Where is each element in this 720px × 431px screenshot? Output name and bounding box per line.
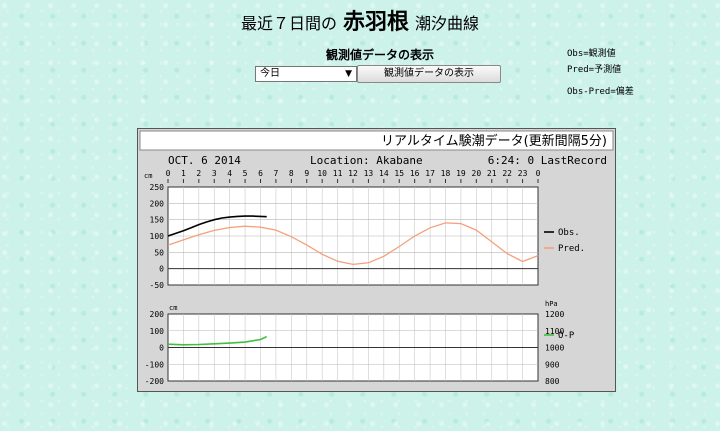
x-tick-label: 10 <box>317 169 327 178</box>
bottom-y-tick-label: 0 <box>159 344 164 353</box>
top-y-tick-label: 0 <box>159 265 164 274</box>
bottom-y-tick-label-right: 1200 <box>545 310 564 319</box>
legend-label: Obs. <box>558 228 580 238</box>
show-data-button[interactable]: 観測値データの表示 <box>357 65 501 83</box>
bottom-ylabel: cm <box>169 304 177 312</box>
x-tick-label: 5 <box>243 169 248 178</box>
x-tick-label: 13 <box>364 169 374 178</box>
bottom-y-tick-label: -200 <box>145 377 164 386</box>
x-tick-label: 7 <box>274 169 279 178</box>
chevron-down-icon: ▼ <box>345 69 352 79</box>
x-tick-label: 21 <box>487 169 497 178</box>
bottom-y-tick-label: -100 <box>145 360 164 369</box>
x-tick-label: 14 <box>379 169 389 178</box>
page-title: 最近７日間の 赤羽根 潮汐曲線 <box>0 8 720 39</box>
x-tick-label: 17 <box>425 169 435 178</box>
bottom-y-tick-label: 200 <box>150 310 165 319</box>
top-y-tick-label: 100 <box>150 232 165 241</box>
title-place: 赤羽根 <box>342 10 409 35</box>
top-y-tick-label: 50 <box>154 248 164 257</box>
tide-chart: リアルタイム験潮データ(更新間隔5分) OCT. 6 2014 Location… <box>137 128 616 392</box>
legend-note-diff: Obs-Pred=偏差 <box>567 87 634 97</box>
legend-note-pred: Pred=予測値 <box>567 65 622 75</box>
x-tick-label: 23 <box>518 169 528 178</box>
x-tick-label: 6 <box>258 169 263 178</box>
top-ylabel: cm <box>144 172 152 180</box>
x-tick-label: 19 <box>456 169 466 178</box>
bottom-ylabel-right: hPa <box>545 300 558 308</box>
x-tick-label: 8 <box>289 169 294 178</box>
top-series-obs <box>167 215 267 237</box>
bottom-y-tick-label-right: 900 <box>545 360 560 369</box>
bottom-y-tick-label-right: 1000 <box>545 344 564 353</box>
x-tick-label: 4 <box>227 169 232 178</box>
top-y-tick-label: 150 <box>150 216 165 225</box>
title-prefix: 最近７日間の <box>240 14 337 33</box>
top-y-tick-label: 200 <box>150 199 165 208</box>
legend-label: O-P <box>558 331 575 341</box>
bottom-y-tick-label-right: 800 <box>545 377 560 386</box>
chart-title-bar <box>139 130 614 151</box>
day-select[interactable]: 今日 ▼ <box>255 66 357 82</box>
x-tick-label: 12 <box>348 169 358 178</box>
legend-note-obs: Obs=観測値 <box>567 49 616 59</box>
top-y-tick-label: -50 <box>150 281 165 290</box>
x-tick-label: 11 <box>333 169 343 178</box>
x-tick-label: 2 <box>196 169 201 178</box>
x-tick-label: 0 <box>536 169 541 178</box>
chart-date: OCT. 6 2014 <box>168 154 241 167</box>
x-tick-label: 9 <box>304 169 309 178</box>
chart-location: Location: Akabane <box>310 154 423 167</box>
bottom-y-tick-label-right: 1100 <box>545 327 564 336</box>
x-tick-label: 20 <box>472 169 482 178</box>
top-series-pred <box>167 222 539 266</box>
x-tick-label: 22 <box>502 169 512 178</box>
x-tick-label: 3 <box>212 169 217 178</box>
legend-label: Pred. <box>558 244 585 254</box>
day-select-value: 今日 <box>260 68 280 79</box>
chart-title: リアルタイム験潮データ(更新間隔5分) <box>381 133 607 149</box>
x-tick-label: 0 <box>166 169 171 178</box>
bottom-series-op <box>167 335 268 346</box>
title-suffix: 潮汐曲線 <box>415 14 480 33</box>
x-tick-label: 1 <box>181 169 186 178</box>
x-tick-label: 18 <box>441 169 451 178</box>
bottom-y-tick-label: 100 <box>150 327 165 336</box>
x-tick-label: 16 <box>410 169 420 178</box>
x-tick-label: 15 <box>394 169 404 178</box>
top-y-tick-label: 250 <box>150 183 165 192</box>
display-label: 観測値データの表示 <box>325 48 434 62</box>
chart-last-record: 6:24: 0 LastRecord <box>488 154 607 167</box>
